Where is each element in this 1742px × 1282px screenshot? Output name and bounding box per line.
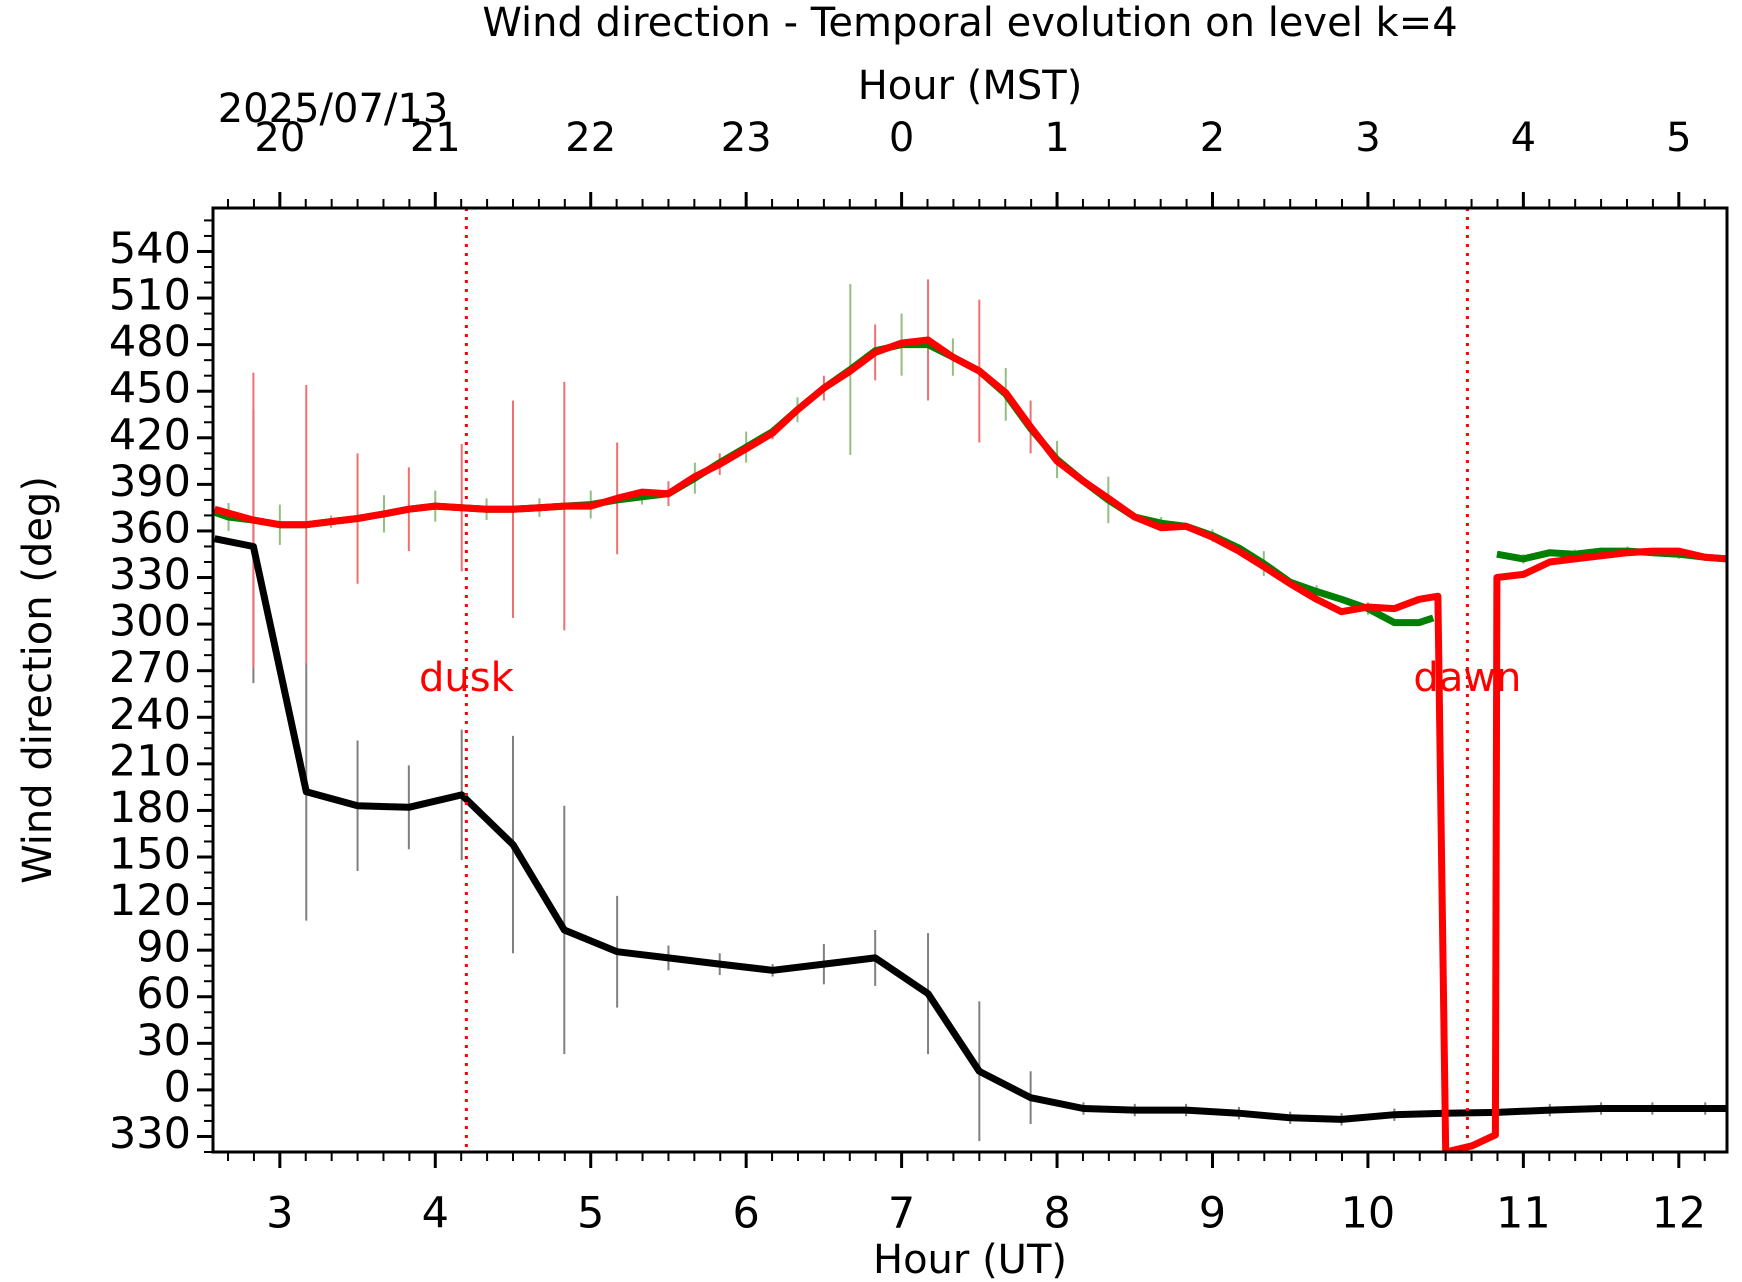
x2-tick-label: 20 [254,115,305,161]
y-tick-label: 390 [109,457,191,507]
x2-tick-label: 4 [1511,115,1536,161]
y-tick-label: 270 [109,643,191,693]
x-tick-label: 6 [732,1189,759,1239]
y-tick-label: 420 [109,410,191,460]
y-axis-label: Wind direction (deg) [15,476,61,884]
y-tick-label: 540 [109,224,191,274]
x-tick-label: 11 [1496,1189,1551,1239]
x-tick-label: 10 [1341,1189,1396,1239]
annotation-label: dawn [1413,655,1521,701]
x-axis-label: Hour (UT) [873,1237,1067,1282]
y-tick-label: 120 [109,876,191,926]
x2-axis-label: Hour (MST) [858,63,1083,109]
y-tick-label: 30 [136,1016,191,1066]
x-tick-label: 7 [888,1189,915,1239]
plot-area [213,208,1727,1152]
x-tick-label: 12 [1651,1189,1706,1239]
x-tick-label: 8 [1043,1189,1070,1239]
y-tick-label: 450 [109,364,191,414]
x-tick-label: 3 [266,1189,293,1239]
y-tick-label: 90 [136,923,191,973]
x-tick-label: 9 [1199,1189,1226,1239]
x2-tick-label: 0 [889,115,914,161]
y-tick-label: 360 [109,503,191,553]
axes-frame [211,206,1729,1154]
x2-tick-label: 2 [1200,115,1225,161]
y-tick-label: 180 [109,783,191,833]
x2-tick-label: 21 [410,115,461,161]
x2-tick-label: 3 [1355,115,1380,161]
y-tick-label: 330 [109,1109,191,1159]
annotation-label: dusk [419,655,515,701]
y-tick-label: 240 [109,690,191,740]
y-tick-label: 60 [136,969,191,1019]
y-tick-label: 210 [109,736,191,786]
x2-tick-label: 5 [1666,115,1691,161]
chart-title: Wind direction - Temporal evolution on l… [482,0,1457,46]
x2-tick-label: 22 [565,115,616,161]
y-tick-label: 300 [109,597,191,647]
y-tick-label: 510 [109,271,191,321]
data-line [213,336,1727,1152]
y-tick-label: 480 [109,317,191,367]
x-tick-label: 4 [422,1189,449,1239]
y-tick-label: 330 [109,550,191,600]
y-tick-label: 150 [109,830,191,880]
x2-tick-label: 23 [721,115,772,161]
x-tick-label: 5 [577,1189,604,1239]
y-tick-label: 0 [164,1062,191,1112]
date-label: 2025/07/13 [218,86,449,132]
x2-tick-label: 1 [1044,115,1069,161]
